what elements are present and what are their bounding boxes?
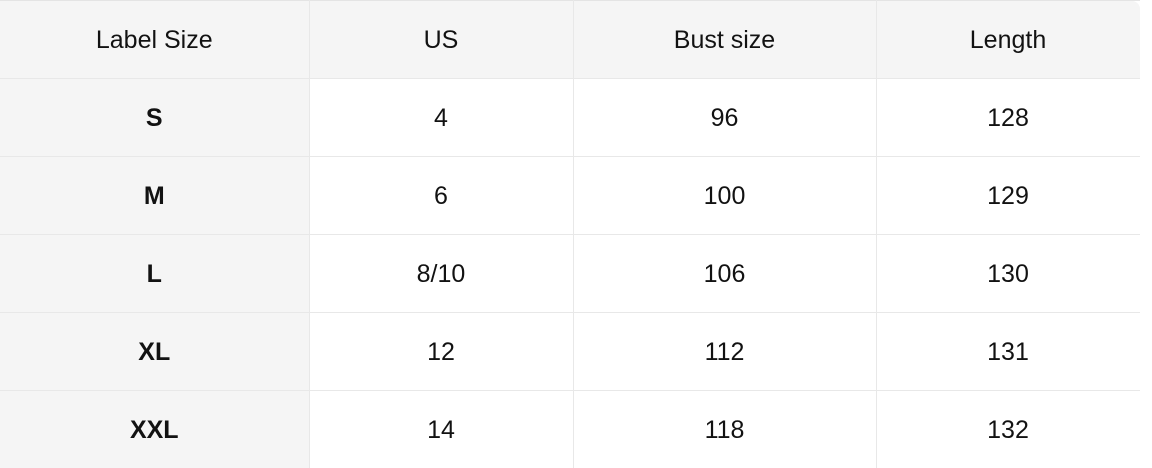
cell-us: 6	[309, 156, 574, 235]
cell-us: 14	[309, 390, 574, 468]
cell-length: 128	[876, 78, 1140, 157]
table-row: XL 12 112 131	[0, 312, 1140, 391]
cell-us: 12	[309, 312, 574, 391]
size-chart-body: S 4 96 128 M 6 100 129 L 8/10 106 130 XL…	[0, 78, 1140, 468]
header-row: Label Size US Bust size Length	[0, 0, 1140, 79]
cell-bust-size: 118	[573, 390, 877, 468]
column-header-length: Length	[876, 0, 1140, 79]
cell-length: 130	[876, 234, 1140, 313]
column-header-bust-size: Bust size	[573, 0, 877, 79]
cell-label-size: S	[0, 78, 310, 157]
cell-bust-size: 96	[573, 78, 877, 157]
cell-bust-size: 112	[573, 312, 877, 391]
table-row: M 6 100 129	[0, 156, 1140, 235]
column-header-us: US	[309, 0, 574, 79]
cell-bust-size: 106	[573, 234, 877, 313]
cell-label-size: XXL	[0, 390, 310, 468]
cell-us: 8/10	[309, 234, 574, 313]
size-chart-header: Label Size US Bust size Length	[0, 0, 1140, 79]
cell-length: 131	[876, 312, 1140, 391]
cell-length: 129	[876, 156, 1140, 235]
cell-us: 4	[309, 78, 574, 157]
cell-length: 132	[876, 390, 1140, 468]
table-row: S 4 96 128	[0, 78, 1140, 157]
cell-bust-size: 100	[573, 156, 877, 235]
cell-label-size: L	[0, 234, 310, 313]
table-row: L 8/10 106 130	[0, 234, 1140, 313]
column-header-label-size: Label Size	[0, 0, 310, 79]
cell-label-size: M	[0, 156, 310, 235]
cell-label-size: XL	[0, 312, 310, 391]
table-row: XXL 14 118 132	[0, 390, 1140, 468]
